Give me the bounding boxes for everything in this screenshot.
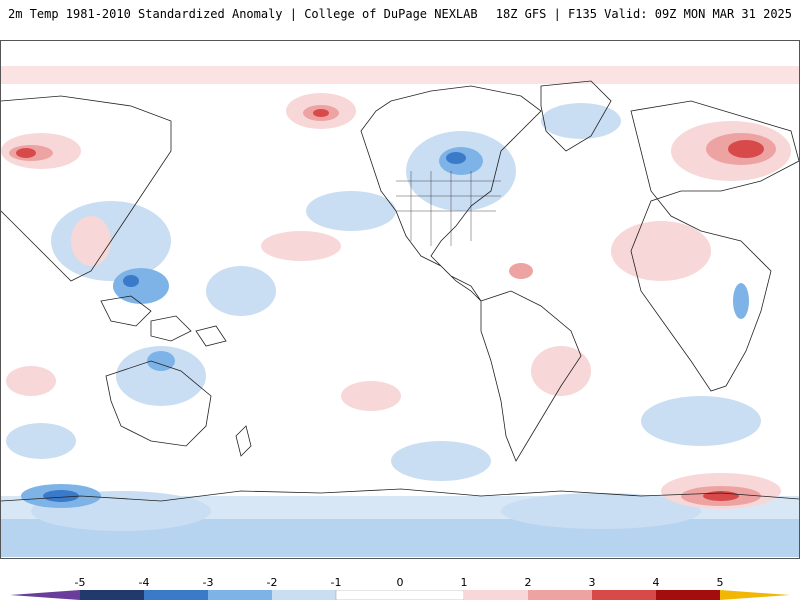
us-state-borders <box>396 171 501 246</box>
legend-tick-label: 4 <box>652 576 660 589</box>
map-title: 2m Temp 1981-2010 Standardized Anomaly |… <box>8 7 478 21</box>
legend-tick-label: 0 <box>396 576 404 589</box>
legend-tick-label: -4 <box>138 576 150 589</box>
cool-anomaly-patches <box>6 103 761 531</box>
legend-tick-label: -5 <box>74 576 86 589</box>
anomaly-map <box>1 66 799 557</box>
map-header: 2m Temp 1981-2010 Standardized Anomaly |… <box>0 0 800 30</box>
legend-tick-label: 3 <box>588 576 596 589</box>
legend-tick-label: 1 <box>460 576 468 589</box>
arctic-warm-band <box>1 66 799 84</box>
legend-tick-label: -1 <box>330 576 342 589</box>
legend-tick-label: -3 <box>202 576 214 589</box>
legend-tick-label: 5 <box>716 576 724 589</box>
world-map-panel <box>0 40 800 559</box>
model-run-info: 18Z GFS | F135 Valid: 09Z MON MAR 31 202… <box>495 7 792 21</box>
warm-anomaly-patches <box>1 93 791 509</box>
color-scale-legend: -5 -4 -3 -2 -1 0 1 2 3 4 5 <box>0 568 800 600</box>
legend-tick-label: 2 <box>524 576 532 589</box>
legend-tick-label: -2 <box>266 576 278 589</box>
moderate-warm-patches <box>9 105 776 506</box>
strong-warm-patches <box>16 109 764 501</box>
color-scale-bar <box>10 590 790 600</box>
coastlines <box>1 80 799 502</box>
strong-cool-patches <box>43 152 466 502</box>
